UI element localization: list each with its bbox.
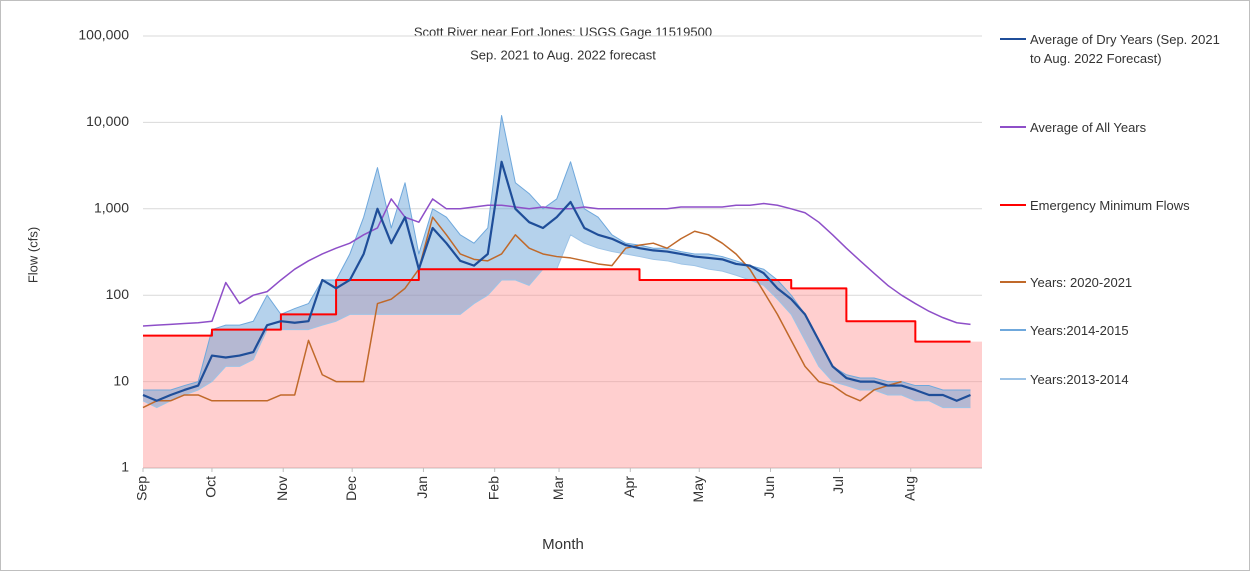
y-tick-label: 1,000	[94, 200, 129, 216]
x-tick-label: Apr	[621, 476, 637, 498]
legend-label: Years:2013-2014	[1030, 372, 1129, 387]
legend-item: Average of All Years	[1000, 118, 1240, 137]
x-axis-label: Month	[542, 536, 584, 553]
x-tick-label: Jan	[414, 476, 430, 499]
y-axis-label: Flow (cfs)	[25, 227, 40, 283]
legend-item: Years:2013-2014	[1000, 370, 1240, 389]
x-tick-label: May	[690, 476, 706, 502]
series-line	[143, 268, 971, 343]
legend-swatch	[1000, 38, 1026, 40]
series-line	[142, 160, 971, 402]
legend-label: Average of All Years	[1030, 120, 1147, 135]
x-tick-label: Sep	[134, 476, 150, 501]
legend-swatch	[1000, 378, 1026, 380]
x-tick-label: Nov	[274, 476, 290, 501]
x-tick-label: Mar	[550, 476, 566, 500]
legend-label: Years: 2020-2021	[1030, 275, 1133, 290]
legend-item: Emergency Minimum Flows	[1000, 196, 1240, 215]
series-line	[142, 216, 902, 409]
legend-label: Average of Dry Years (Sep. 2021 to Aug. …	[1030, 32, 1220, 66]
y-tick-label: 100,000	[78, 27, 129, 43]
x-tick-label: Aug	[901, 476, 917, 501]
x-tick-label: Jul	[830, 476, 846, 494]
chart-title: Scott River near Fort Jones: USGS Gage 1…	[414, 24, 712, 39]
x-tick-label: Jun	[761, 476, 777, 499]
legend-item: Average of Dry Years (Sep. 2021 to Aug. …	[1000, 30, 1240, 68]
legend-label: Emergency Minimum Flows	[1030, 198, 1190, 213]
y-tick-label: 10	[113, 372, 129, 388]
legend-swatch	[1000, 126, 1026, 128]
y-tick-label: 1	[121, 459, 129, 475]
y-tick-label: 10,000	[86, 113, 129, 129]
chart-subtitle: Sep. 2021 to Aug. 2022 forecast	[470, 47, 656, 62]
x-tick-label: Dec	[343, 476, 359, 501]
legend-item: Years:2014-2015	[1000, 321, 1240, 340]
legend-swatch	[1000, 281, 1026, 283]
series-line	[142, 198, 971, 327]
x-tick-label: Feb	[485, 476, 501, 500]
legend-item: Years: 2020-2021	[1000, 273, 1240, 292]
area-fill	[143, 269, 982, 468]
legend-swatch	[1000, 204, 1026, 206]
legend-label: Years:2014-2015	[1030, 323, 1129, 338]
legend-swatch	[1000, 329, 1026, 331]
range-band	[143, 115, 971, 408]
y-tick-label: 100	[106, 286, 130, 302]
x-tick-label: Oct	[203, 476, 219, 498]
